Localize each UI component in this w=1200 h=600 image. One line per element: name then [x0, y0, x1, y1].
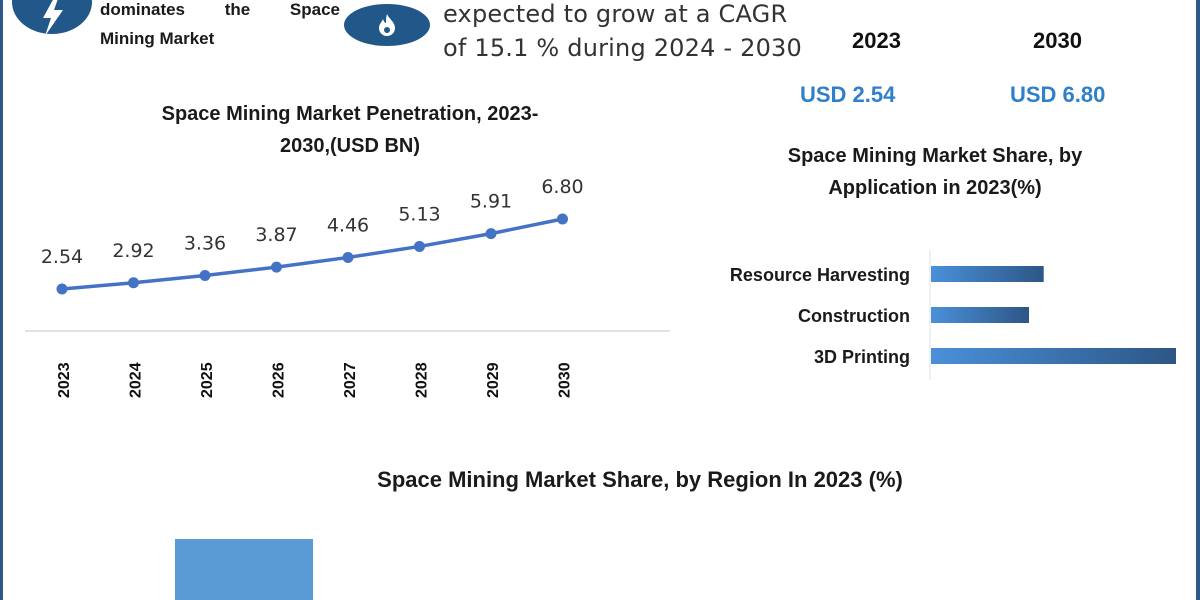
bar — [931, 266, 1044, 282]
x-tick-label: 2029 — [485, 362, 502, 398]
x-tick-label: 2023 — [56, 362, 73, 398]
data-point — [485, 228, 497, 240]
cagr-text-line2: of 15.1 % during 2024 - 2030 — [443, 34, 802, 62]
market-size-year-start: 2023 — [852, 28, 901, 53]
data-label: 3.36 — [184, 233, 226, 255]
segment-word: the — [224, 0, 251, 19]
market-size-year-end: 2030 — [1033, 28, 1082, 53]
bar — [175, 539, 313, 600]
data-point — [271, 261, 282, 273]
data-point — [128, 277, 139, 289]
application-chart-title: Space Mining Market Share, by Applicatio… — [720, 140, 1150, 204]
data-label: 5.91 — [470, 191, 512, 213]
category-label: Construction — [798, 306, 910, 326]
line-series — [61, 217, 563, 291]
bar — [931, 348, 1176, 364]
application-chart-title-line1: Space Mining Market Share, by — [787, 145, 1083, 167]
market-size-value-end: USD 6.80 — [1010, 82, 1106, 107]
x-tick-label: 2030 — [557, 362, 574, 398]
segment-word: dominates — [100, 0, 186, 19]
right-border — [1196, 0, 1200, 600]
line-chart-title-line2: 2030,(USD BN) — [279, 135, 421, 157]
data-label: 2.92 — [112, 240, 154, 262]
x-tick-label: 2025 — [199, 362, 216, 398]
x-tick-label: 2027 — [342, 362, 359, 398]
left-border — [0, 0, 3, 600]
data-label: 4.46 — [327, 214, 369, 236]
segment-headline-line2: Mining Market — [100, 29, 215, 48]
flame-icon — [344, 4, 430, 46]
data-point — [414, 240, 425, 252]
category-label: 3D Printing — [814, 347, 910, 367]
data-label: 5.13 — [398, 203, 440, 225]
segment-headline-line1: dominates the Space — [100, 0, 340, 23]
data-label: 3.87 — [255, 224, 297, 246]
line-chart-title-line1: Space Mining Market Penetration, 2023- — [161, 103, 539, 125]
data-point — [56, 283, 68, 295]
cagr-text-line1: expected to grow at a CAGR — [443, 0, 788, 28]
data-point — [557, 213, 568, 225]
line-chart: 2.54 2023 2.92 2024 3.36 2025 3.87 2026 4.46 2027… — [25, 176, 670, 398]
data-point — [342, 251, 354, 263]
x-tick-label: 2028 — [414, 362, 431, 398]
category-label: Resource Harvesting — [730, 265, 910, 285]
market-size-value-start: USD 2.54 — [800, 82, 896, 107]
application-bar-chart: Resource Harvesting Construction 3D Printi… — [730, 250, 1176, 380]
data-point — [199, 270, 211, 282]
segment-word: Space — [289, 0, 340, 19]
data-label: 6.80 — [541, 176, 583, 198]
x-tick-label: 2026 — [271, 362, 288, 398]
application-chart-title-line2: Application in 2023(%) — [828, 177, 1042, 199]
region-chart-title: Space Mining Market Share, by Region In … — [377, 467, 903, 492]
data-label: 2.54 — [41, 246, 83, 268]
line-chart-title: Space Mining Market Penetration, 2023- 2… — [90, 98, 610, 162]
region-bar-chart — [175, 539, 313, 600]
bar — [931, 307, 1029, 323]
x-tick-label: 2024 — [128, 362, 145, 398]
